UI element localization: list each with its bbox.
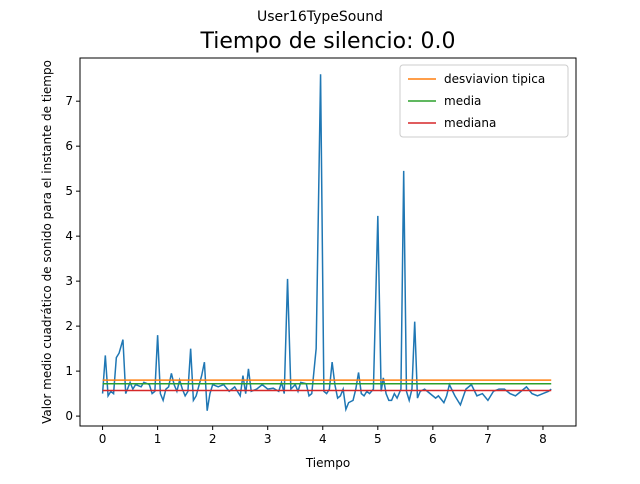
series-line <box>101 74 552 413</box>
y-axis-label: Valor medio cuadrático de sonido para el… <box>40 60 54 424</box>
y-tick-label: 0 <box>65 409 73 423</box>
x-tick-label: 8 <box>539 432 547 446</box>
x-tick-label: 7 <box>484 432 492 446</box>
y-tick-label: 2 <box>65 319 73 333</box>
legend-box <box>399 64 569 138</box>
x-tick-label: 2 <box>209 432 217 446</box>
y-tick-label: 6 <box>65 139 73 153</box>
chart-title: Tiempo de silencio: 0.0 <box>200 29 456 54</box>
x-tick-label: 0 <box>99 432 107 446</box>
x-tick-label: 1 <box>154 432 162 446</box>
y-tick-label: 5 <box>65 184 73 198</box>
y-tick-label: 7 <box>65 94 73 108</box>
plot-frame <box>79 57 577 427</box>
x-tick-label: 6 <box>429 432 437 446</box>
x-tick-label: 4 <box>319 432 327 446</box>
y-tick-label: 3 <box>65 274 73 288</box>
y-tick-label: 1 <box>65 364 73 378</box>
legend-label: desviavion tipica <box>444 72 545 86</box>
x-tick-label: 5 <box>374 432 382 446</box>
x-tick-label: 3 <box>264 432 272 446</box>
y-tick-label: 4 <box>65 229 73 243</box>
legend-label: mediana <box>444 116 496 130</box>
suptitle: User16TypeSound <box>257 9 383 25</box>
x-axis-label: Tiempo <box>305 456 350 470</box>
legend-label: media <box>444 94 481 108</box>
